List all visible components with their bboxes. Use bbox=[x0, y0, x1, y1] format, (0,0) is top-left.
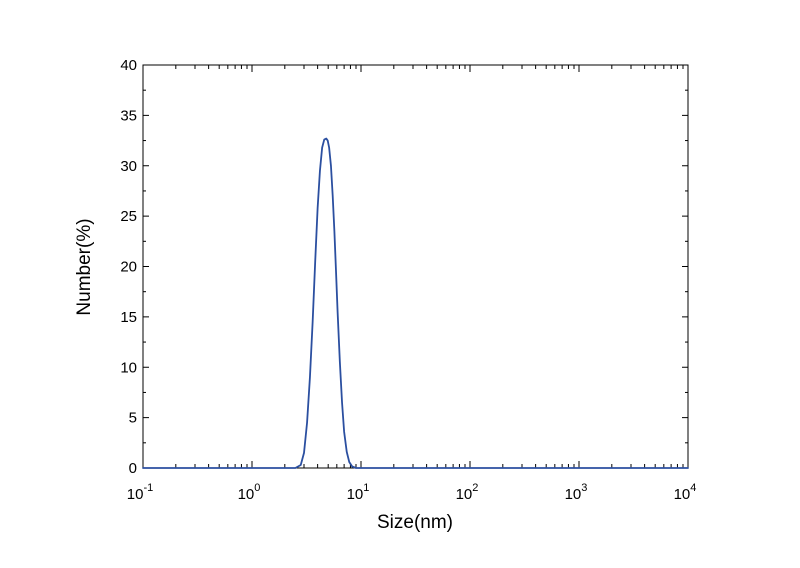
x-tick-label: 104 bbox=[674, 482, 697, 503]
x-tick-base: 10 bbox=[347, 486, 364, 503]
x-tick-base: 10 bbox=[127, 486, 144, 503]
y-tick-label: 20 bbox=[120, 259, 137, 276]
x-tick-label: 103 bbox=[565, 482, 588, 503]
y-tick-label: 15 bbox=[120, 309, 137, 326]
x-tick-exponent: 3 bbox=[581, 482, 587, 494]
x-tick-label: 10-1 bbox=[127, 482, 153, 503]
y-tick-label: 10 bbox=[120, 359, 137, 376]
x-tick-label: 101 bbox=[347, 482, 370, 503]
y-tick-label: 5 bbox=[129, 410, 137, 427]
x-tick-exponent: 1 bbox=[363, 482, 369, 494]
y-tick-label: 30 bbox=[120, 158, 137, 175]
series-layer bbox=[142, 137, 689, 469]
x-tick-exponent: -1 bbox=[143, 482, 153, 494]
x-tick-base: 10 bbox=[238, 486, 255, 503]
x-tick-base: 10 bbox=[674, 486, 691, 503]
x-tick-base: 10 bbox=[565, 486, 582, 503]
x-axis-label: Size(nm) bbox=[377, 512, 453, 533]
x-tick-exponent: 0 bbox=[254, 482, 260, 494]
x-tick-base: 10 bbox=[456, 486, 473, 503]
x-tick-exponent: 4 bbox=[690, 482, 696, 494]
x-axis-ticks: 10-1 100 101 102 103 104 bbox=[127, 65, 697, 503]
y-tick-label: 40 bbox=[120, 57, 137, 74]
y-tick-label: 25 bbox=[120, 208, 137, 225]
series-line-0 bbox=[142, 137, 689, 469]
y-tick-label: 0 bbox=[129, 460, 137, 477]
y-axis-label: Number(%) bbox=[74, 218, 95, 315]
y-axis-ticks: 0 5 10 15 20 25 30 35 40 bbox=[120, 57, 688, 477]
x-tick-exponent: 2 bbox=[472, 482, 478, 494]
x-tick-label: 102 bbox=[456, 482, 479, 503]
plot-frame bbox=[142, 64, 689, 469]
y-tick-label: 35 bbox=[120, 107, 137, 124]
x-tick-label: 100 bbox=[238, 482, 261, 503]
